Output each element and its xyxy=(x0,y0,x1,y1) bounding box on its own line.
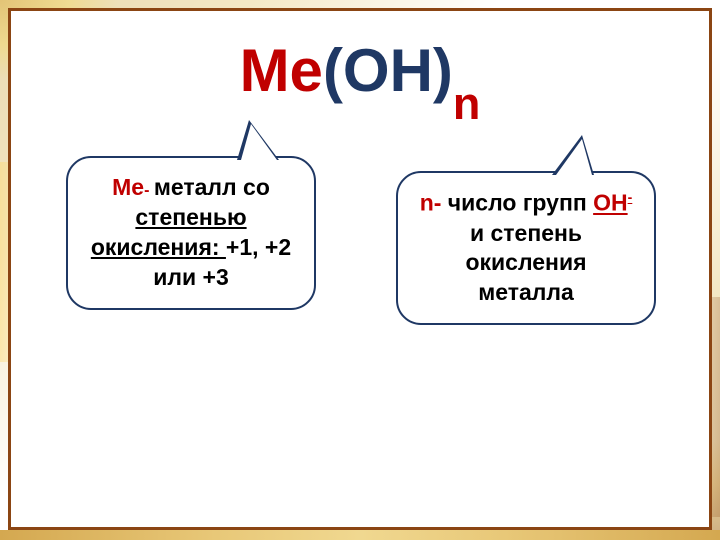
bubble-left-tail xyxy=(237,120,279,160)
callout-right-oh: OH xyxy=(593,190,628,216)
callout-right-superscript: - xyxy=(628,189,633,205)
callout-left-prefix: Me xyxy=(112,174,144,200)
formula-n-subscript: n xyxy=(453,78,481,129)
bubble-right-tail xyxy=(552,135,594,175)
formula-me: Me xyxy=(240,37,323,104)
callout-left: Me- металл со степенью окисления: +1, +2… xyxy=(66,156,316,310)
bubble-right: n- число групп OH- и степень окисления м… xyxy=(396,171,656,325)
bubble-left: Me- металл со степенью окисления: +1, +2… xyxy=(66,156,316,310)
formula-title: Me(OH)n xyxy=(31,36,689,115)
callout-right-text2: и степень окисления металла xyxy=(465,220,586,306)
callout-right: n- число групп OH- и степень окисления м… xyxy=(396,171,656,325)
callout-right-text1: число групп xyxy=(448,190,593,216)
callout-right-prefix: n- xyxy=(420,190,448,216)
decorative-bottom-strip xyxy=(0,530,720,540)
callout-left-link: степенью окисления: xyxy=(91,204,247,260)
formula-oh: (OH) xyxy=(323,37,453,104)
slide-content: Me(OH)n Me- металл со степенью окисления… xyxy=(11,11,709,527)
callout-left-text1: металл со xyxy=(154,174,270,200)
callout-left-dash: - xyxy=(144,182,154,199)
slide-frame: Me(OH)n Me- металл со степенью окисления… xyxy=(8,8,712,530)
